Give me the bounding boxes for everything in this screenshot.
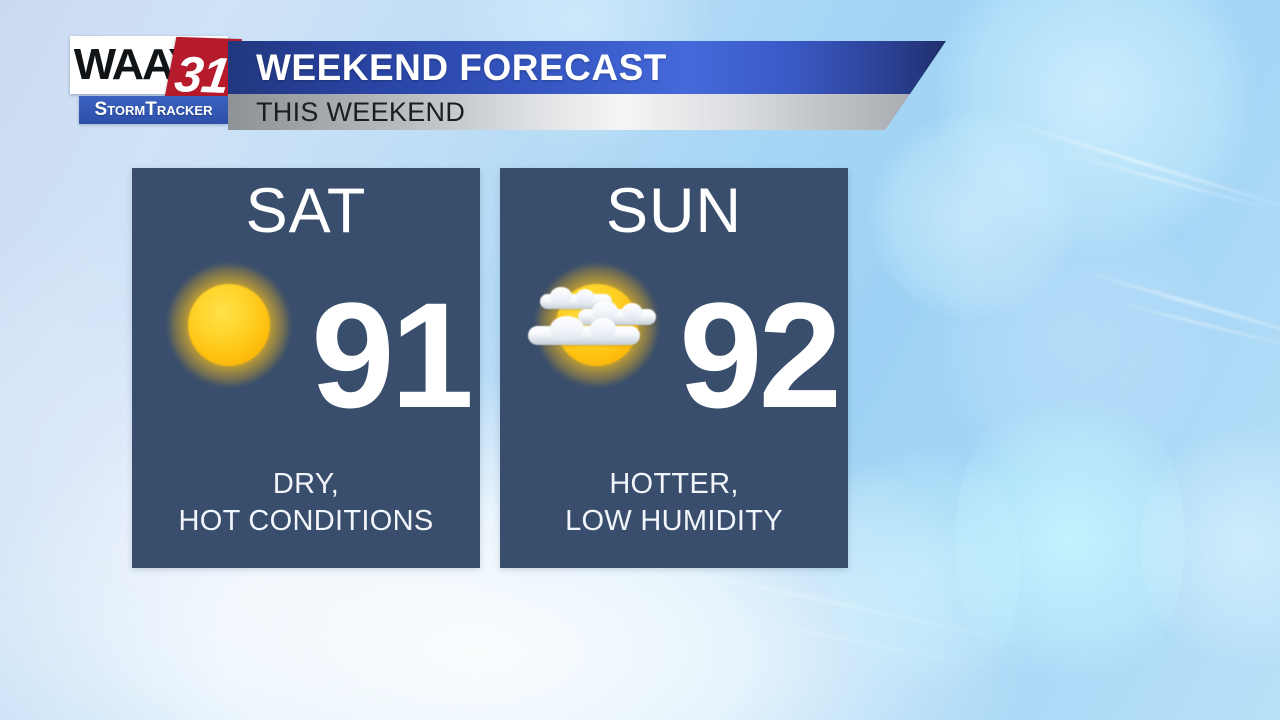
bokeh-circle xyxy=(830,430,1020,710)
page-subtitle: THIS WEEKEND xyxy=(256,97,466,127)
forecast-temperature: 91 xyxy=(311,271,474,439)
banner-title-bar: WEEKEND FORECAST xyxy=(228,41,946,94)
forecast-description: DRY, HOT CONDITIONS xyxy=(178,468,434,537)
cloud-band xyxy=(578,301,656,325)
forecast-day-label: SAT xyxy=(245,176,367,246)
forecast-card-sunday: SUN xyxy=(500,168,848,568)
station-logo: WAAY 31 StormTracker xyxy=(70,36,242,130)
cloud-band xyxy=(528,316,640,345)
banner-subtitle-bar: THIS WEEKEND xyxy=(228,94,910,130)
forecast-day-label: SUN xyxy=(605,176,742,246)
forecast-description: HOTTER, LOW HUMIDITY xyxy=(565,468,783,537)
logo-stormtracker-plate: StormTracker xyxy=(79,96,228,124)
forecast-card-saturday: SAT 91 xyxy=(132,168,480,568)
forecast-panel-group: SAT 91 xyxy=(132,168,848,568)
sunny-icon xyxy=(154,250,304,400)
page-title: WEEKEND FORECAST xyxy=(256,47,667,88)
sun-disc xyxy=(188,284,270,366)
logo-brand-name: StormTracker xyxy=(94,99,213,120)
partly-cloudy-icon xyxy=(522,250,672,400)
forecast-temperature: 92 xyxy=(679,271,842,439)
